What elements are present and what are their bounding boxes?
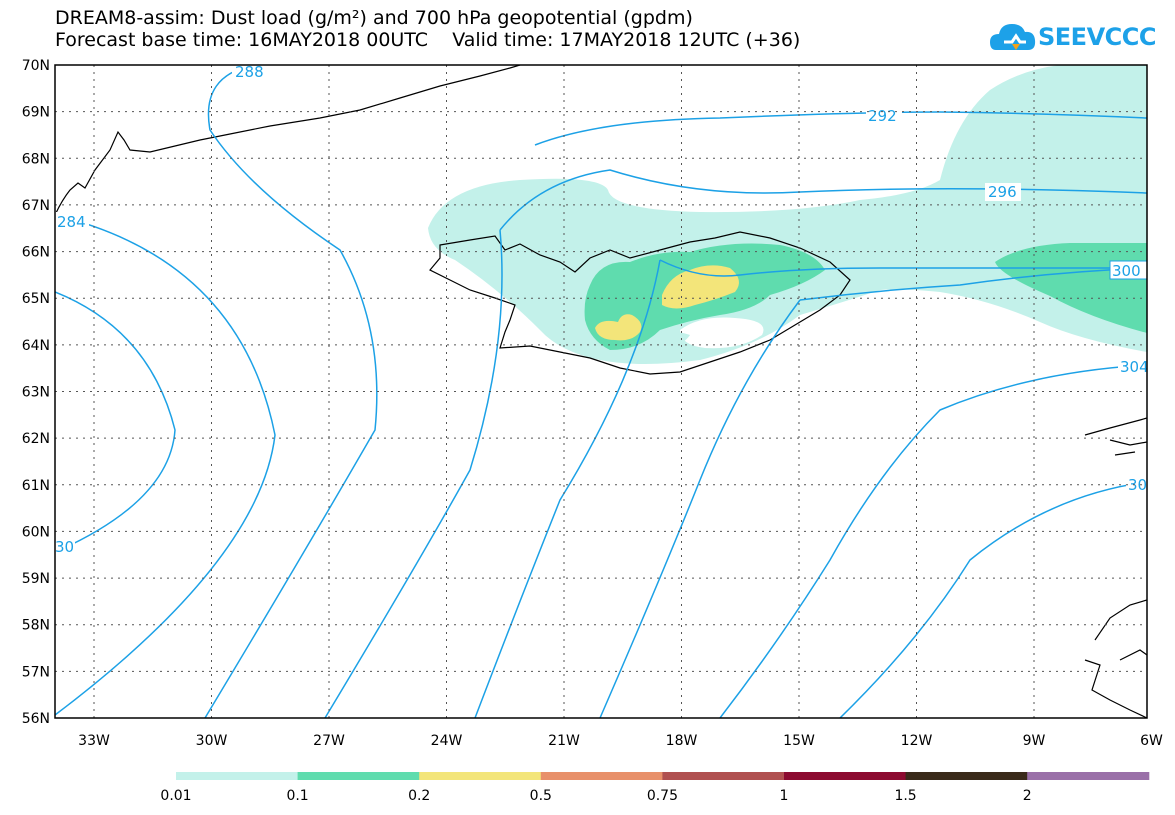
scotland-coast-south [1084,599,1147,718]
graticule [55,65,1147,718]
lat-label: 56N [22,711,50,727]
dust-free-patch [680,317,764,349]
lon-label: 27W [313,733,345,749]
legend-swatch [297,772,420,780]
map-frame [54,64,1148,719]
lat-label: 67N [22,198,50,214]
geopotential-contours [55,65,1147,718]
lon-label: 24W [431,733,463,749]
lat-label: 69N [22,105,50,121]
legend-label: 2 [1023,788,1032,804]
dust-area-02-south [595,314,642,341]
greenland-coast [55,65,521,216]
lat-label: 63N [22,385,50,401]
legend-swatch [905,772,1028,780]
dust-free-patch-2 [660,332,690,344]
lat-label: 68N [22,151,50,167]
lat-label: 65N [22,291,50,307]
lat-label: 59N [22,571,50,587]
lon-label: 21W [548,733,580,749]
map-title: DREAM8-assim: Dust load (g/m²) and 700 h… [55,7,693,29]
lat-label: 70N [22,58,50,74]
scotland-coast-north [1084,417,1147,456]
contour-label-30-west: 30 [55,538,74,556]
lon-label: 15W [783,733,815,749]
legend-label: 0.1 [286,788,308,804]
lat-label: 58N [22,618,50,634]
cloud-logo-icon [990,24,1036,50]
latitude-labels: 70N 69N 68N 67N 66N 65N 64N 63N 62N 61N 60N 59N 58N 5… [22,58,50,727]
lon-label: 12W [901,733,933,749]
legend-swatch [662,772,785,780]
lon-label: 6W [1140,733,1163,749]
legend-label: 0.2 [408,788,430,804]
legend-label: 1 [780,788,789,804]
contour-label-288: 288 [235,63,264,81]
legend-label: 0.5 [530,788,552,804]
legend-swatch [540,772,663,780]
lat-label: 57N [22,664,50,680]
legend-label: 1.5 [894,788,916,804]
lon-label: 33W [78,733,110,749]
iceland-coast [429,231,851,375]
legend-swatch [1027,772,1150,780]
lon-label: 30W [196,733,228,749]
lat-label: 62N [22,431,50,447]
lat-label: 66N [22,245,50,261]
lon-label: 9W [1023,733,1046,749]
lat-label: 60N [22,524,50,540]
legend-swatch [419,772,542,780]
contour-label-300: 300 [1112,262,1141,280]
dust-area-01-east [995,243,1147,333]
logo-text: SEEVCCC [1038,23,1157,51]
dust-area-001 [428,65,1147,364]
contour-label-284: 284 [57,213,86,231]
lat-label: 61N [22,478,50,494]
contour-labels: 288 292 296 300 304 30 284 30 [55,63,1149,556]
longitude-labels: 33W 30W 27W 24W 21W 18W 15W 12W 9W 6W [78,733,1163,749]
legend-label: 0.01 [160,788,191,804]
contour-label-30-east: 30 [1128,476,1147,494]
map-subtitle: Forecast base time: 16MAY2018 00UTC Vali… [55,29,801,51]
contour-label-292: 292 [868,107,897,125]
contour-label-296: 296 [988,183,1017,201]
legend-label: 0.75 [647,788,678,804]
legend-swatch [176,772,299,780]
color-legend: 0.01 0.1 0.2 0.5 0.75 1 1.5 2 [160,772,1150,804]
contour-label-304: 304 [1120,358,1149,376]
lat-label: 64N [22,338,50,354]
lon-label: 18W [666,733,698,749]
legend-swatch [784,772,907,780]
